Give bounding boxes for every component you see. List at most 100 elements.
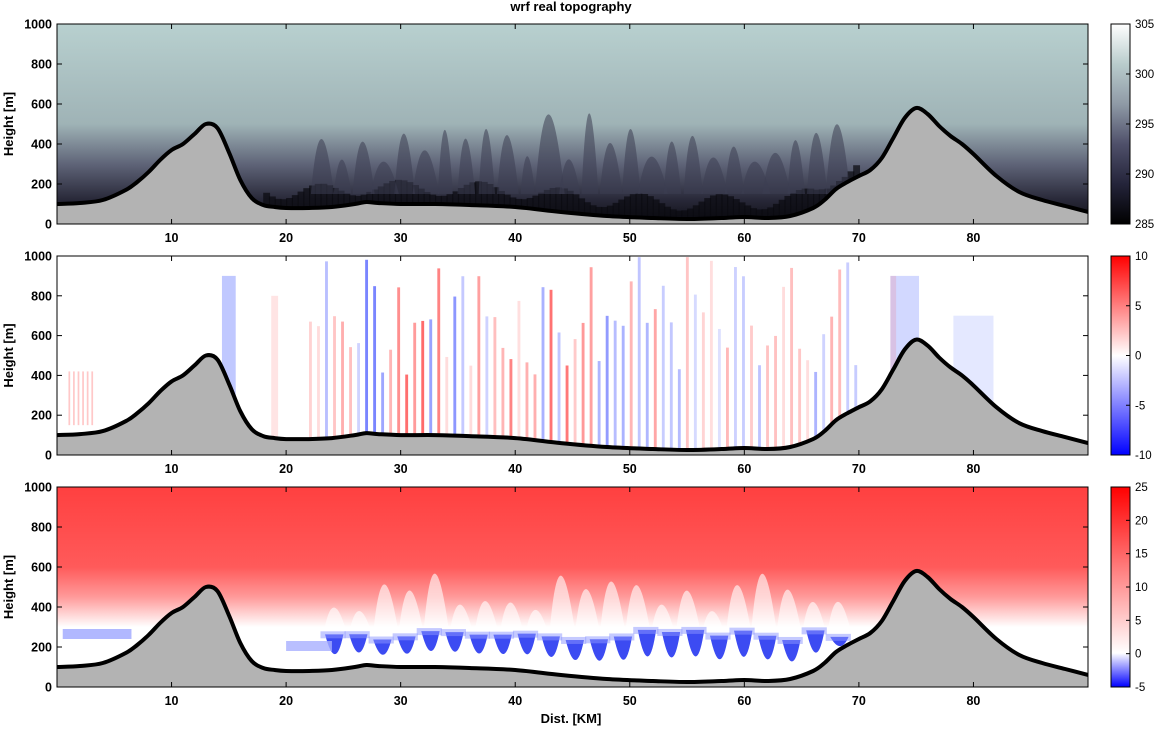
div-stripe [645,322,649,449]
y-tick-label: 400 [31,138,52,152]
cold-pool-strip [813,189,820,208]
cold-pool-strip [268,196,276,206]
div-stripe [91,371,94,426]
div-stripe [709,260,713,450]
reverse-flow [782,639,801,662]
wave-plume [412,150,440,194]
reverse-flow [493,634,512,655]
div-stripe [814,371,818,439]
x-tick-label: 10 [165,462,179,476]
reverse-flow [62,629,132,639]
cold-pool-strip [360,194,368,203]
cold-pool-strip [475,181,483,206]
cold-pool-strip [612,202,620,217]
cold-pool-strip [698,201,706,219]
cold-pool-strip [847,171,855,182]
cold-pool-strip [784,195,792,217]
cold-pool-strip [492,187,500,206]
div-stripe [806,360,810,442]
cold-pool-strip [463,184,471,205]
wave-plume [581,113,599,194]
cold-pool-strip [566,190,574,213]
colorbar-tick-label: 5 [1135,615,1141,627]
cold-pool-strip [309,185,316,208]
wind-plume [750,573,779,647]
reverse-flow [565,639,584,660]
div-stripe [373,286,377,434]
colorbar-tick-label: 285 [1135,219,1154,231]
wave-plume [806,132,828,194]
x-tick-label: 50 [623,231,637,245]
x-tick-label: 20 [279,694,293,708]
div-stripe [822,334,826,433]
wave-plume [637,156,668,194]
cold-pool-strip [543,189,551,211]
cold-pool-strip [778,199,786,217]
x-tick-label: 80 [966,231,980,245]
y-tick-label: 400 [31,369,52,383]
div-stripe [461,276,465,436]
reverse-flow-halo [344,631,370,639]
cold-pool-strip [738,202,746,218]
wind-plume [598,581,628,647]
plot-frame [56,255,1089,456]
x-tick-label: 20 [279,462,293,476]
cold-pool-strip [303,188,311,208]
figure-title: wrf real topography [509,0,632,14]
div-stripe [565,365,569,444]
cold-pool-strip [692,205,700,219]
div-stripe [437,268,441,436]
wind-plume [548,575,578,647]
cold-pool-strip [412,185,419,204]
reverse-flow-halo [368,636,394,644]
reverse-flow-halo [392,633,418,641]
cold-pool-strip [280,199,288,208]
colorbar-tick-label: 305 [1135,19,1154,31]
x-tick-label: 30 [394,231,408,245]
div-stripe [734,267,737,449]
wave-plume [520,156,536,194]
reverse-flow-halo [320,631,346,639]
cold-pool-strip [417,188,425,204]
cold-pool-strip [555,187,563,212]
div-stripe [469,365,473,437]
div-stripe [589,267,593,446]
div-stripe [541,287,545,441]
reverse-flow-halo [440,629,466,637]
plot-frame [56,486,1089,688]
x-tick-label: 80 [966,462,980,476]
cold-pool-strip [538,192,546,210]
div-stripe [685,257,689,450]
wave-plume [478,129,495,194]
x-tick-label: 40 [508,462,522,476]
cold-pool-strip [429,194,437,204]
reverse-flow [637,629,657,657]
reverse-flow-halo [657,628,683,636]
colorbar-tick-label: -5 [1135,400,1145,412]
div-stripe [758,365,761,449]
div-stripe [317,326,320,439]
cold-pool-strip [589,205,597,215]
cold-pool-strip [526,197,534,209]
cold-pool-strip [727,196,735,218]
cold-pool-strip [578,198,586,214]
div-stripe [726,347,729,449]
wave-plume [825,124,851,194]
cold-pool-strip [486,183,494,206]
cold-pool-strip [687,208,694,219]
div-stripe [717,328,721,450]
cold-pool-strip [681,210,689,219]
colorbar-tick-label: 10 [1135,582,1148,594]
reverse-flow [397,636,416,654]
x-tick-label: 50 [623,694,637,708]
terrain-outline [57,105,1088,222]
x-tick-label: 70 [852,462,866,476]
x-tick-label: 60 [737,231,751,245]
cold-pool-strip [532,195,540,209]
cold-pool-strip [818,189,826,204]
y-tick-label: 200 [31,641,52,655]
y-tick-label: 0 [45,449,52,463]
wave-plume [663,141,682,194]
div-stripe [637,257,641,449]
